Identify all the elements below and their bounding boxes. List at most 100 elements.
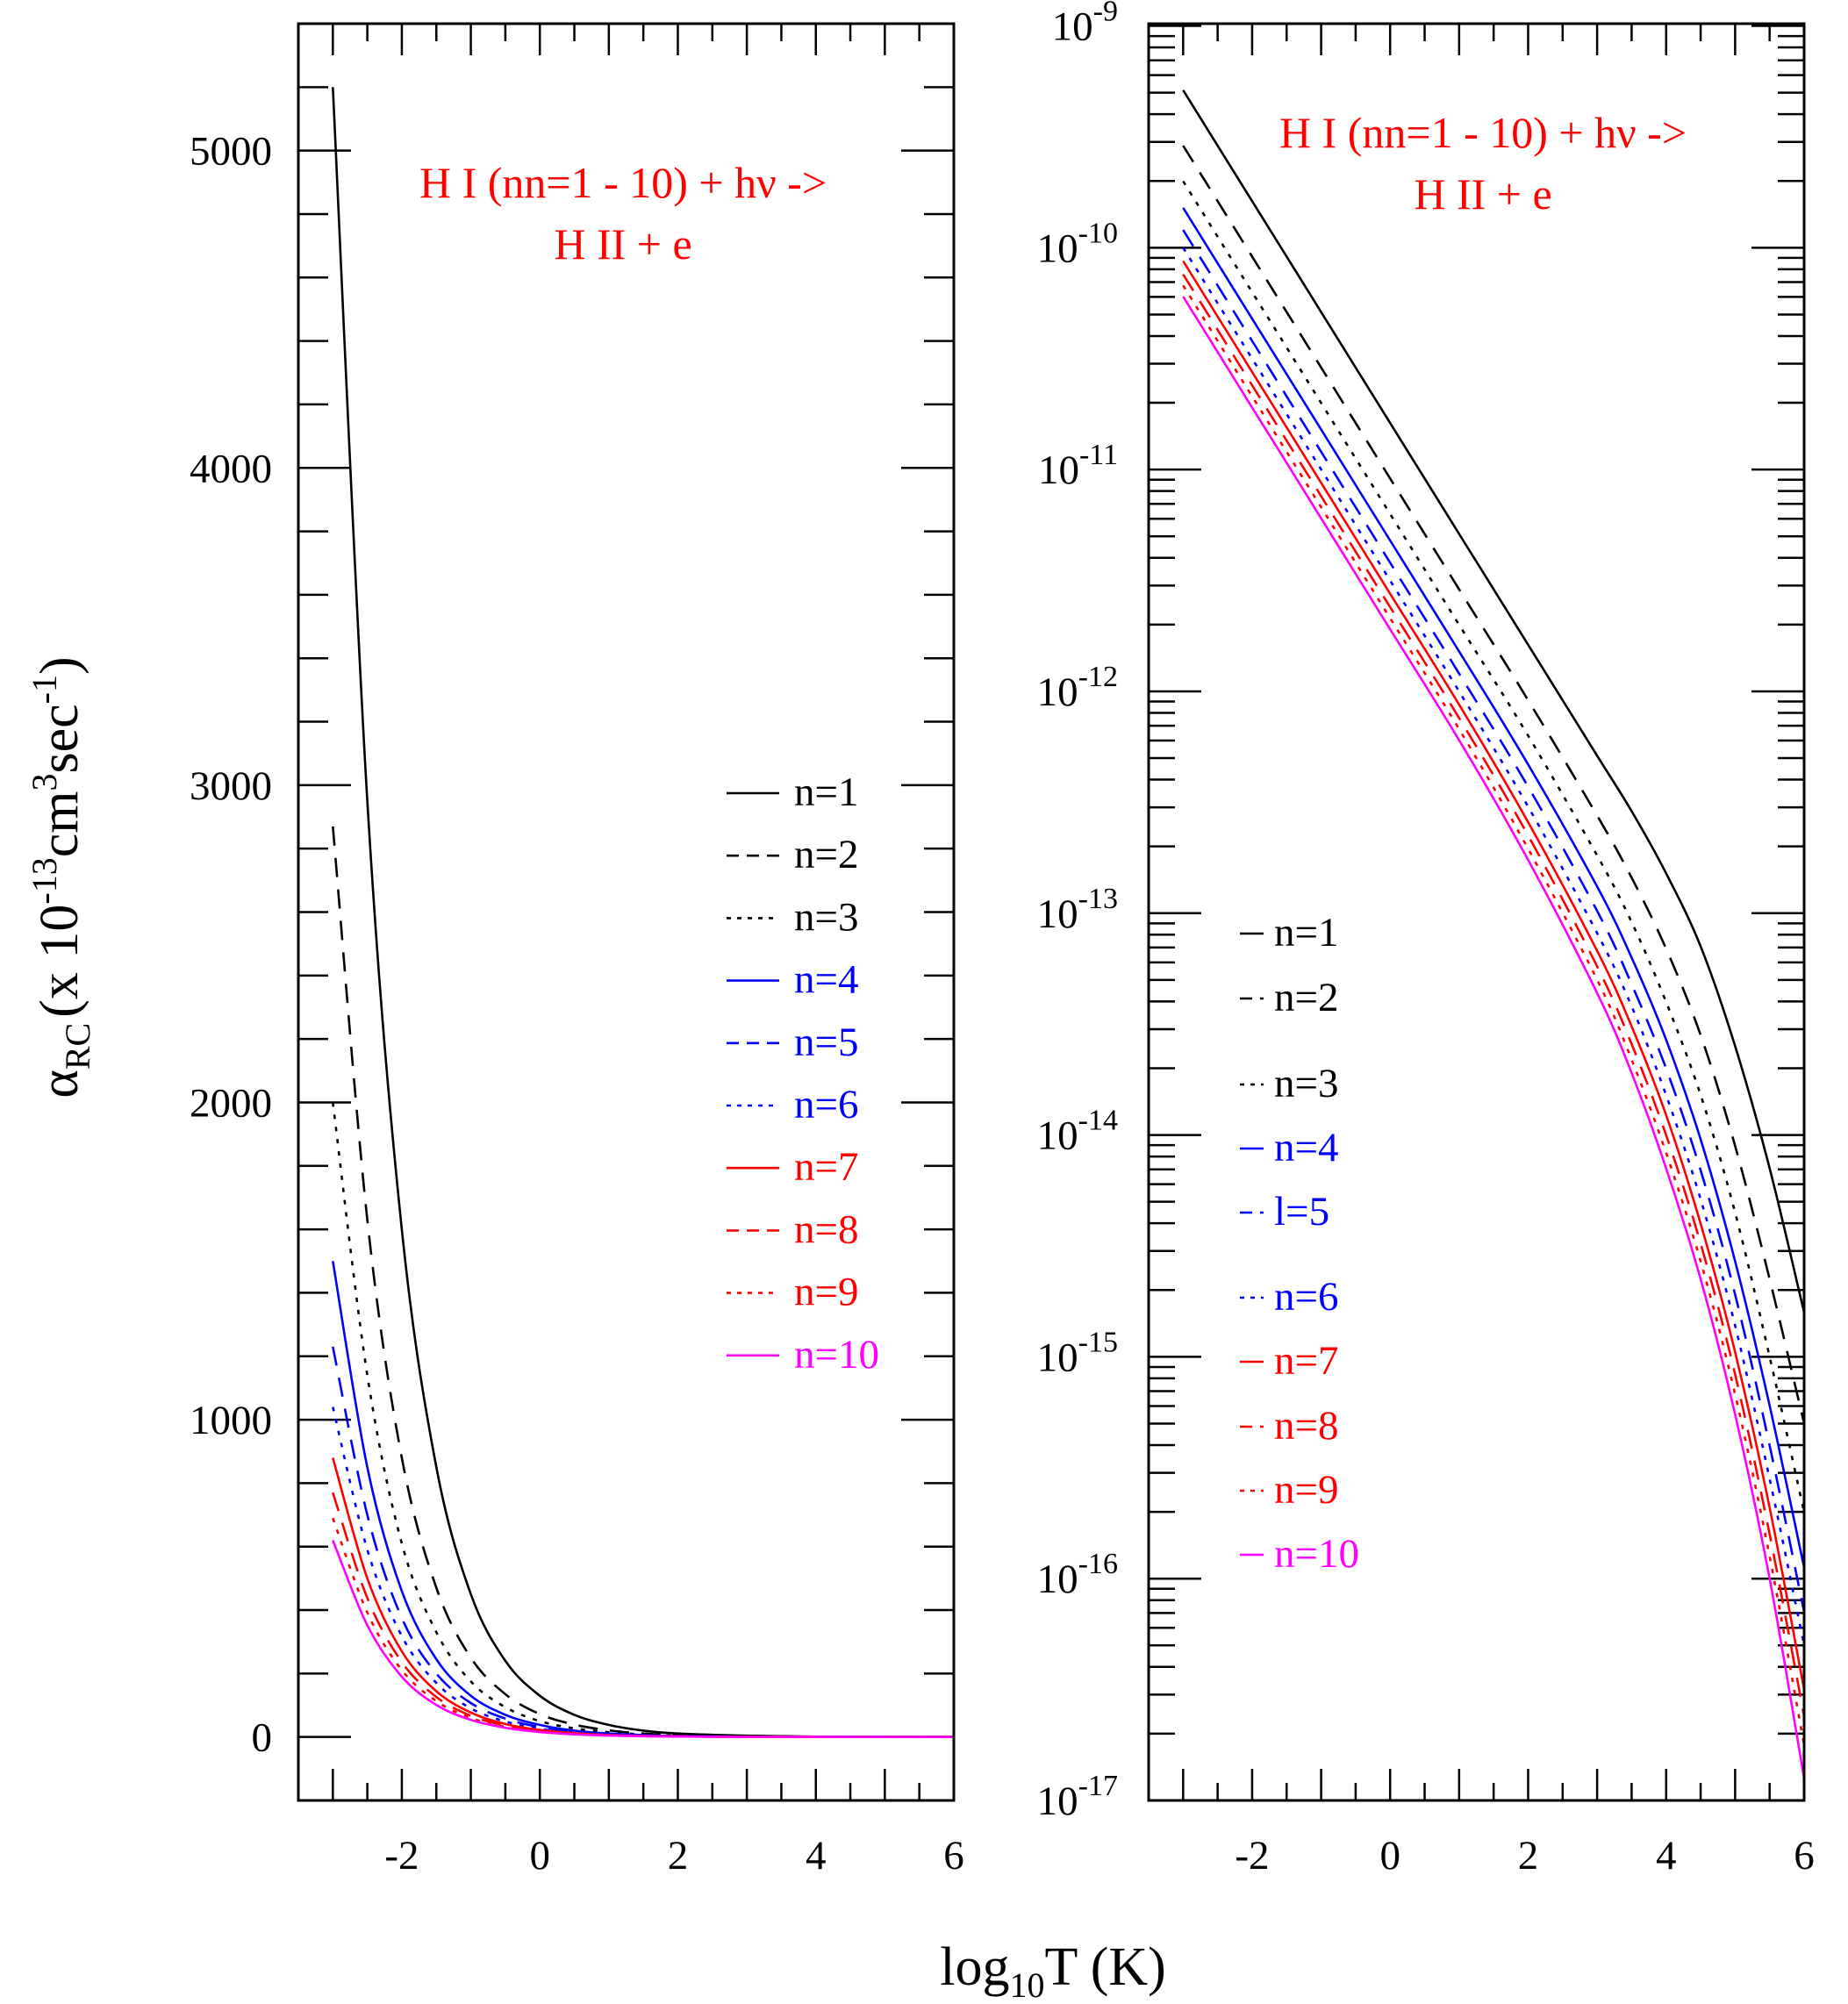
x-label-sub: 10: [1009, 1965, 1044, 2004]
series-line-n=1: [1182, 89, 1806, 1313]
legend-label-n=10: n=10: [1274, 1531, 1359, 1577]
x-tick-label: 0: [1379, 1833, 1400, 1879]
y-tick-label-exp: -13: [1078, 883, 1118, 915]
left-panel: -2 0 2 4 6 0 1000 2000 3000 4000 5000 H I (nn=1 - …: [190, 22, 964, 1879]
y-tick-label: 10-11: [1038, 439, 1118, 493]
series-line-n=8: [1182, 274, 1806, 1717]
y-tick-label-base: 10: [1037, 1335, 1078, 1380]
y-tick-label-exp: -16: [1078, 1548, 1118, 1580]
y-tick-label: 3000: [190, 763, 272, 809]
legend-label-n=2: n=2: [1274, 975, 1339, 1020]
y-label-alpha: α: [30, 1070, 90, 1098]
y-label-text-2: cm: [30, 791, 90, 858]
y-label-text-4: ): [30, 656, 90, 675]
y-tick-label: 10-13: [1037, 883, 1118, 937]
x-tick-label: 6: [943, 1833, 964, 1879]
y-tick-label: 0: [252, 1715, 273, 1761]
right-annotation-line-2: H II + e: [1414, 169, 1551, 218]
y-tick-label-base: 10: [1052, 4, 1093, 50]
x-tick-label: -2: [384, 1833, 419, 1879]
series-line-n=10: [332, 1540, 954, 1739]
y-tick-label: 10-14: [1037, 1105, 1118, 1159]
y-axis-label: αRC (x 10-13cm3sec-1): [25, 656, 97, 1098]
series-line-n=9: [1182, 284, 1806, 1746]
y-label-sub: RC: [58, 1023, 97, 1070]
y-tick-label: 10-15: [1037, 1326, 1118, 1380]
right-legend: n=1 n=2 n=3 n=4 l=5 n=6 n=7 n=8 n=9 n=10: [1240, 910, 1359, 1577]
right-tick-labels: -2 0 2 4 610-1710-1610-1510-1410-1310-1210-1…: [1037, 0, 1815, 1879]
y-tick-label-exp: -11: [1079, 439, 1118, 471]
y-tick-label: 2000: [190, 1080, 272, 1126]
right-panel: -2 0 2 4 610-1710-1610-1510-1410-1310-1210-1…: [1037, 0, 1815, 1879]
left-annotation-line-1: H I (nn=1 - 10) + hν ->: [419, 158, 827, 207]
series-line-n=4: [1182, 207, 1806, 1568]
right-annotation-line-1: H I (nn=1 - 10) + hν ->: [1279, 108, 1687, 157]
y-tick-label: 10-17: [1037, 1770, 1118, 1824]
y-tick-label: 5000: [190, 129, 272, 175]
y-tick-label-base: 10: [1037, 1113, 1078, 1159]
y-label-exp-1: -13: [25, 857, 64, 904]
legend-label-n=9: n=9: [794, 1270, 859, 1315]
y-tick-label-base: 10: [1037, 891, 1078, 937]
x-axis-label: log10T (K): [940, 1937, 1166, 2004]
right-series: [1182, 89, 1806, 1779]
left-legend: n=1 n=2 n=3 n=4 n=5 n=6 n=7 n=8 n=9 n=10: [727, 769, 879, 1378]
legend-label-n=6: n=6: [794, 1082, 859, 1127]
legend-label-n=2: n=2: [794, 832, 859, 877]
y-label-text-1: (x 10: [30, 905, 90, 1018]
left-annotation-line-2: H II + e: [554, 219, 691, 268]
left-tick-labels: -2 0 2 4 6 0 1000 2000 3000 4000 5000: [190, 129, 964, 1879]
y-tick-label-exp: -9: [1093, 0, 1118, 28]
x-tick-label: 2: [1518, 1833, 1539, 1879]
x-tick-label: 2: [668, 1833, 689, 1879]
legend-label-n=8: n=8: [1274, 1403, 1339, 1449]
legend-label-n=4: n=4: [1274, 1125, 1339, 1170]
y-tick-label: 10-16: [1037, 1548, 1118, 1602]
legend-label-n=3: n=3: [1274, 1061, 1339, 1106]
legend-label-n=4: n=4: [794, 957, 859, 1003]
x-tick-label: 4: [1656, 1833, 1677, 1879]
x-label-suffix: T (K): [1044, 1937, 1165, 1997]
series-line-n=5: [1182, 229, 1806, 1613]
y-label-text-3: sec: [30, 704, 90, 773]
legend-label-n=9: n=9: [1274, 1467, 1339, 1513]
legend-label-n=5: l=5: [1274, 1189, 1329, 1235]
x-tick-label: 0: [529, 1833, 550, 1879]
legend-label-n=7: n=7: [1274, 1338, 1339, 1384]
y-tick-label-exp: -17: [1078, 1770, 1118, 1802]
y-tick-label: 1000: [190, 1398, 272, 1443]
legend-label-n=1: n=1: [794, 769, 859, 815]
y-tick-label-exp: -10: [1078, 217, 1118, 249]
series-line-n=10: [1182, 296, 1806, 1779]
legend-label-n=5: n=5: [794, 1020, 859, 1065]
y-label-exp-3: -1: [25, 675, 64, 704]
y-tick-label: 4000: [190, 446, 272, 491]
series-line-n=2: [1182, 145, 1806, 1424]
y-tick-label-exp: -15: [1078, 1326, 1118, 1358]
legend-label-n=7: n=7: [794, 1144, 859, 1190]
right-annotation: H I (nn=1 - 10) + hν -> H II + e: [1279, 108, 1687, 218]
x-tick-label: 6: [1794, 1833, 1815, 1879]
x-label-prefix: log: [940, 1937, 1009, 1997]
right-ticks: [1147, 24, 1806, 1802]
legend-label-n=1: n=1: [1274, 910, 1339, 955]
y-tick-label: 10-9: [1052, 0, 1118, 50]
left-axes-frame: [297, 22, 956, 1802]
x-tick-label: 4: [806, 1833, 827, 1879]
series-line-n=7: [1182, 260, 1806, 1690]
y-tick-label: 10-10: [1037, 217, 1118, 271]
y-tick-label-base: 10: [1038, 447, 1079, 493]
legend-label-n=6: n=6: [1274, 1274, 1339, 1320]
right-axes-frame: [1147, 22, 1806, 1802]
x-tick-label: -2: [1235, 1833, 1269, 1879]
series-line-n=5: [332, 1346, 954, 1739]
y-tick-label: 10-12: [1037, 661, 1118, 715]
y-tick-label-exp: -14: [1078, 1105, 1118, 1137]
y-tick-label-base: 10: [1037, 669, 1078, 715]
y-tick-label-base: 10: [1037, 1779, 1078, 1824]
y-tick-label-base: 10: [1037, 1557, 1078, 1602]
y-label-exp-2: 3: [25, 774, 64, 791]
left-annotation: H I (nn=1 - 10) + hν -> H II + e: [419, 158, 827, 268]
